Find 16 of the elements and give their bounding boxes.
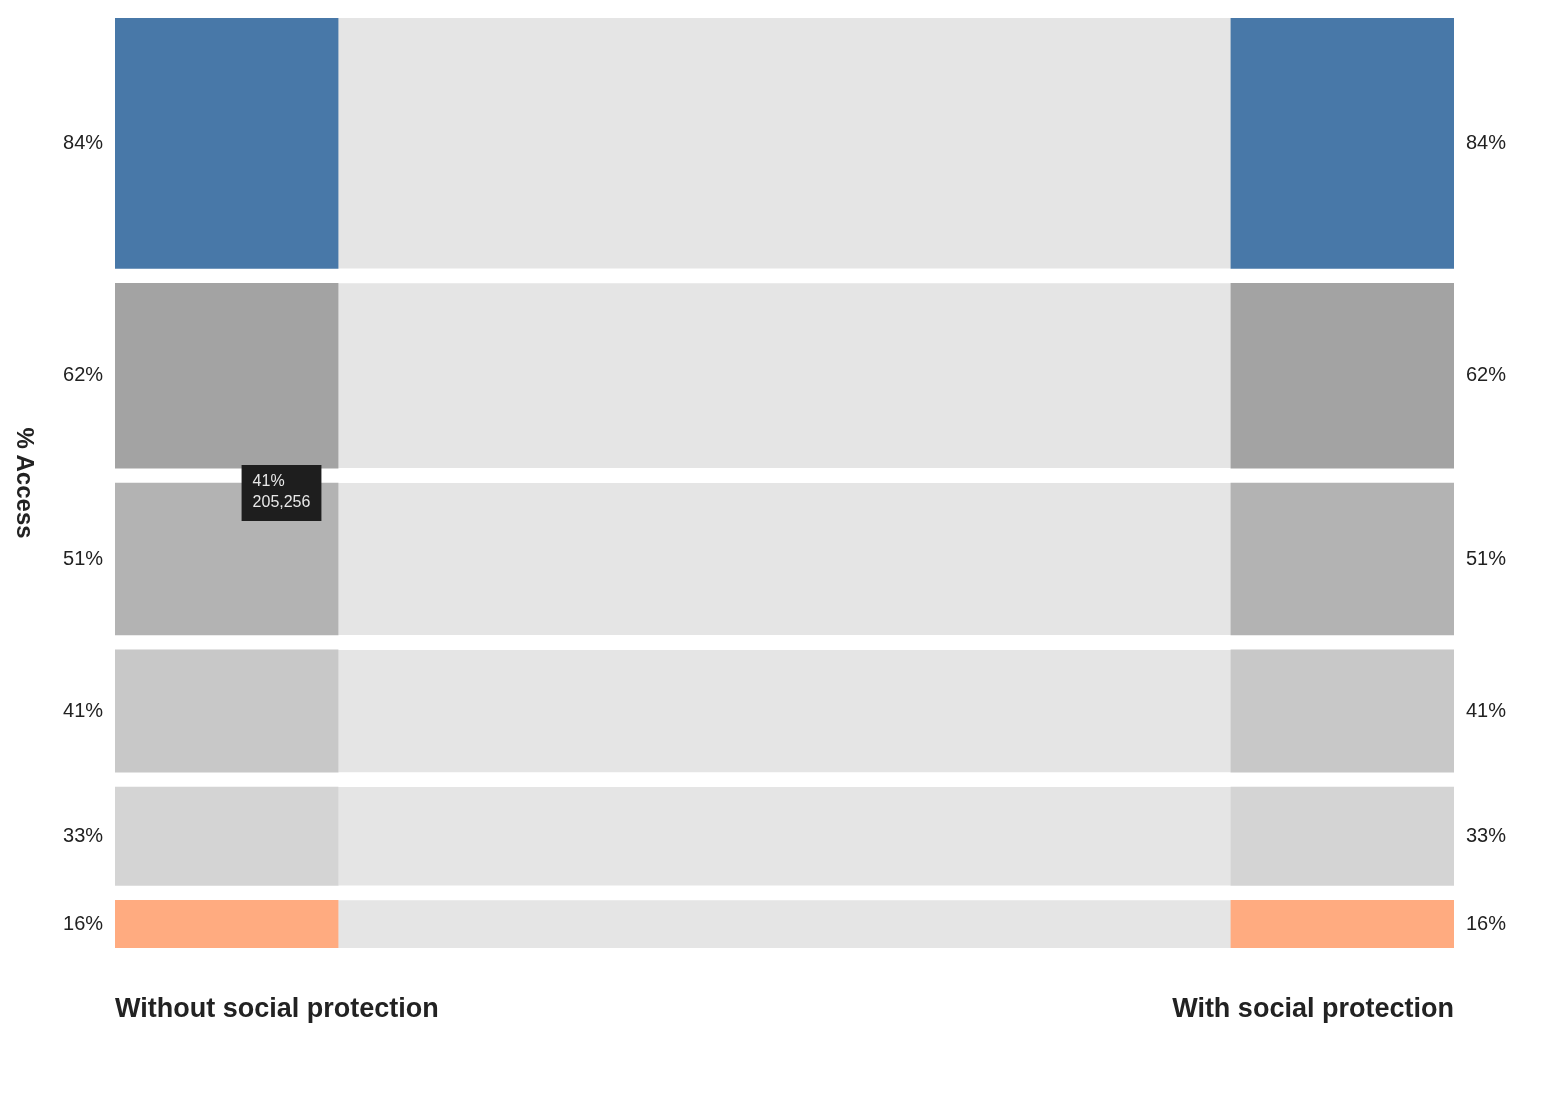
category-label: With social protection <box>1172 993 1454 1024</box>
data-label: 33% <box>1465 823 1507 846</box>
data-label: 51% <box>63 546 104 569</box>
text: % Access <box>12 427 40 539</box>
data-label: 16% <box>1465 911 1507 934</box>
data-label: 33% <box>63 823 104 846</box>
category-label: Without social protection <box>115 993 439 1024</box>
data-label: 41% <box>63 698 104 721</box>
data-label: 41% <box>1465 698 1507 721</box>
data-label: 62% <box>63 363 104 386</box>
data-label: 84% <box>63 130 104 153</box>
data-label: 16% <box>63 911 104 934</box>
data-label: 62% <box>1465 363 1507 386</box>
text: 41% 205,256 <box>252 472 311 511</box>
data-label: 84% <box>1465 130 1507 153</box>
data-label: 51% <box>1465 546 1507 569</box>
